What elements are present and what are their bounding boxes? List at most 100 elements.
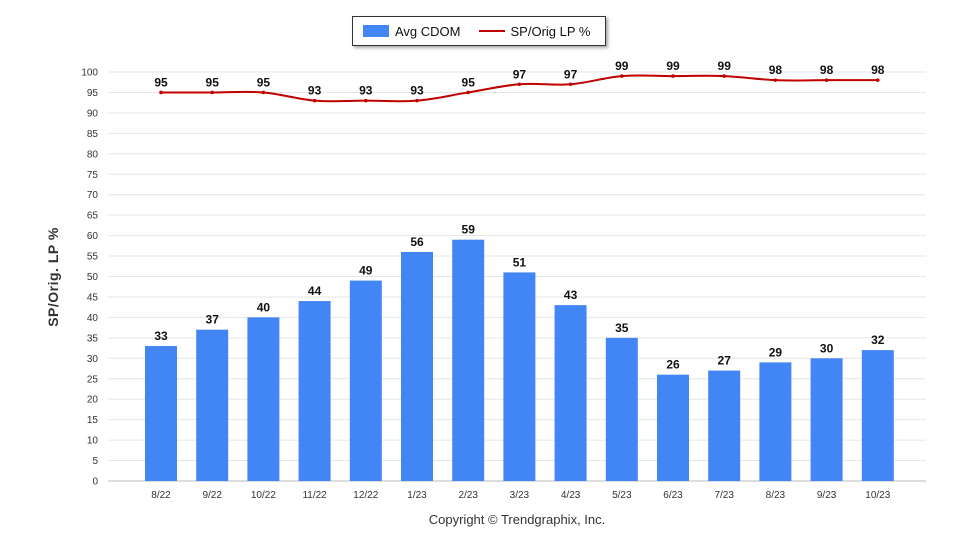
x-tick-label: 8/22 bbox=[151, 490, 171, 501]
bar bbox=[861, 350, 894, 481]
line-point bbox=[671, 74, 675, 78]
line-value-label: 98 bbox=[769, 63, 783, 77]
bar bbox=[657, 374, 689, 481]
y-tick-label: 30 bbox=[87, 354, 99, 365]
x-tick-label: 3/23 bbox=[510, 490, 530, 501]
legend-label-avg-cdom: Avg CDOM bbox=[395, 23, 461, 39]
bar-value-label: 37 bbox=[206, 313, 220, 327]
bar bbox=[708, 370, 741, 481]
x-tick-label: 4/23 bbox=[561, 490, 581, 501]
x-tick-label: 11/22 bbox=[302, 490, 327, 501]
y-tick-label: 100 bbox=[81, 68, 98, 79]
x-tick-label: 10/23 bbox=[865, 490, 890, 501]
bar-value-label: 30 bbox=[820, 341, 834, 355]
y-tick-label: 65 bbox=[87, 211, 99, 222]
x-tick-label: 5/23 bbox=[612, 490, 632, 501]
y-tick-label: 95 bbox=[87, 88, 99, 99]
y-tick-label: 85 bbox=[87, 129, 99, 140]
y-tick-label: 25 bbox=[87, 374, 99, 385]
y-tick-label: 60 bbox=[87, 231, 99, 242]
line-point bbox=[568, 82, 573, 87]
line-value-label: 93 bbox=[359, 84, 373, 98]
line-point bbox=[312, 98, 317, 103]
bar-value-label: 49 bbox=[359, 264, 373, 278]
bar-value-label: 29 bbox=[769, 345, 783, 359]
x-tick-label: 9/23 bbox=[817, 490, 837, 501]
legend-label-sp-orig-lp: SP/Orig LP % bbox=[510, 23, 591, 39]
bar bbox=[145, 346, 177, 481]
bar-value-label: 33 bbox=[154, 329, 168, 343]
line-point bbox=[620, 74, 624, 78]
bar-value-label: 44 bbox=[308, 284, 322, 298]
bar-value-label: 40 bbox=[257, 300, 271, 314]
legend-swatch-line bbox=[478, 30, 505, 32]
line-point bbox=[466, 90, 471, 95]
line-value-label: 95 bbox=[154, 75, 168, 89]
x-tick-label: 12/22 bbox=[353, 490, 378, 501]
line-value-label: 98 bbox=[871, 63, 885, 77]
line-value-label: 99 bbox=[666, 59, 680, 73]
x-tick-label: 7/23 bbox=[714, 490, 734, 501]
line-point bbox=[876, 78, 880, 82]
bar bbox=[810, 358, 843, 481]
line-point bbox=[722, 74, 726, 78]
bar bbox=[759, 362, 792, 481]
legend-item-avg-cdom: Avg CDOM bbox=[363, 24, 461, 39]
bar-value-label: 32 bbox=[871, 333, 885, 347]
line-point bbox=[415, 98, 419, 103]
y-tick-label: 75 bbox=[87, 170, 99, 181]
legend-item-sp-orig-lp: SP/Orig LP % bbox=[478, 23, 591, 39]
line-point bbox=[773, 78, 778, 82]
line-value-label: 97 bbox=[564, 67, 578, 81]
legend-swatch-bar bbox=[363, 25, 389, 37]
y-tick-label: 10 bbox=[87, 436, 99, 447]
line-point bbox=[364, 98, 368, 103]
bar bbox=[401, 251, 433, 481]
line-point bbox=[517, 82, 522, 87]
y-tick-label: 5 bbox=[92, 456, 98, 467]
line-point bbox=[210, 90, 214, 95]
x-tick-label: 1/23 bbox=[407, 490, 427, 501]
bar-value-label: 59 bbox=[462, 223, 476, 237]
y-tick-label: 40 bbox=[87, 313, 99, 324]
line-value-label: 95 bbox=[462, 75, 476, 89]
y-tick-label: 0 bbox=[92, 477, 98, 488]
line-point bbox=[261, 90, 266, 95]
y-tick-label: 80 bbox=[87, 149, 99, 160]
line-value-label: 95 bbox=[206, 75, 220, 89]
bar bbox=[196, 329, 229, 481]
bar bbox=[503, 272, 536, 481]
y-tick-label: 45 bbox=[87, 292, 99, 303]
chart-legend: Avg CDOM SP/Orig LP % bbox=[352, 16, 606, 46]
x-tick-label: 8/23 bbox=[766, 490, 786, 501]
bar bbox=[349, 280, 382, 481]
line-value-label: 95 bbox=[257, 75, 271, 89]
y-tick-label: 15 bbox=[87, 415, 99, 426]
x-tick-label: 10/22 bbox=[251, 490, 276, 501]
y-tick-label: 35 bbox=[87, 333, 99, 344]
line-value-label: 99 bbox=[718, 59, 732, 73]
x-tick-label: 2/23 bbox=[458, 490, 478, 501]
y-tick-label: 55 bbox=[87, 252, 99, 263]
line-value-label: 93 bbox=[410, 84, 424, 98]
bar-value-label: 35 bbox=[615, 321, 629, 335]
line-value-label: 99 bbox=[615, 59, 629, 73]
bar bbox=[452, 239, 485, 481]
bar-value-label: 26 bbox=[666, 358, 680, 372]
bar bbox=[554, 305, 587, 481]
bar bbox=[605, 337, 638, 481]
y-tick-label: 50 bbox=[87, 272, 99, 283]
line-value-label: 93 bbox=[308, 84, 322, 98]
line-value-label: 97 bbox=[513, 67, 527, 81]
x-tick-label: 9/22 bbox=[202, 490, 222, 501]
bar bbox=[298, 301, 331, 481]
y-tick-label: 90 bbox=[87, 108, 99, 119]
copyright-text: Copyright © Trendgraphix, Inc. bbox=[428, 512, 606, 527]
y-tick-label: 70 bbox=[87, 190, 99, 201]
bar bbox=[247, 317, 280, 481]
bar-value-label: 51 bbox=[513, 255, 527, 269]
bar-value-label: 56 bbox=[410, 235, 424, 249]
line-point bbox=[159, 90, 163, 95]
line-value-label: 98 bbox=[820, 63, 834, 77]
